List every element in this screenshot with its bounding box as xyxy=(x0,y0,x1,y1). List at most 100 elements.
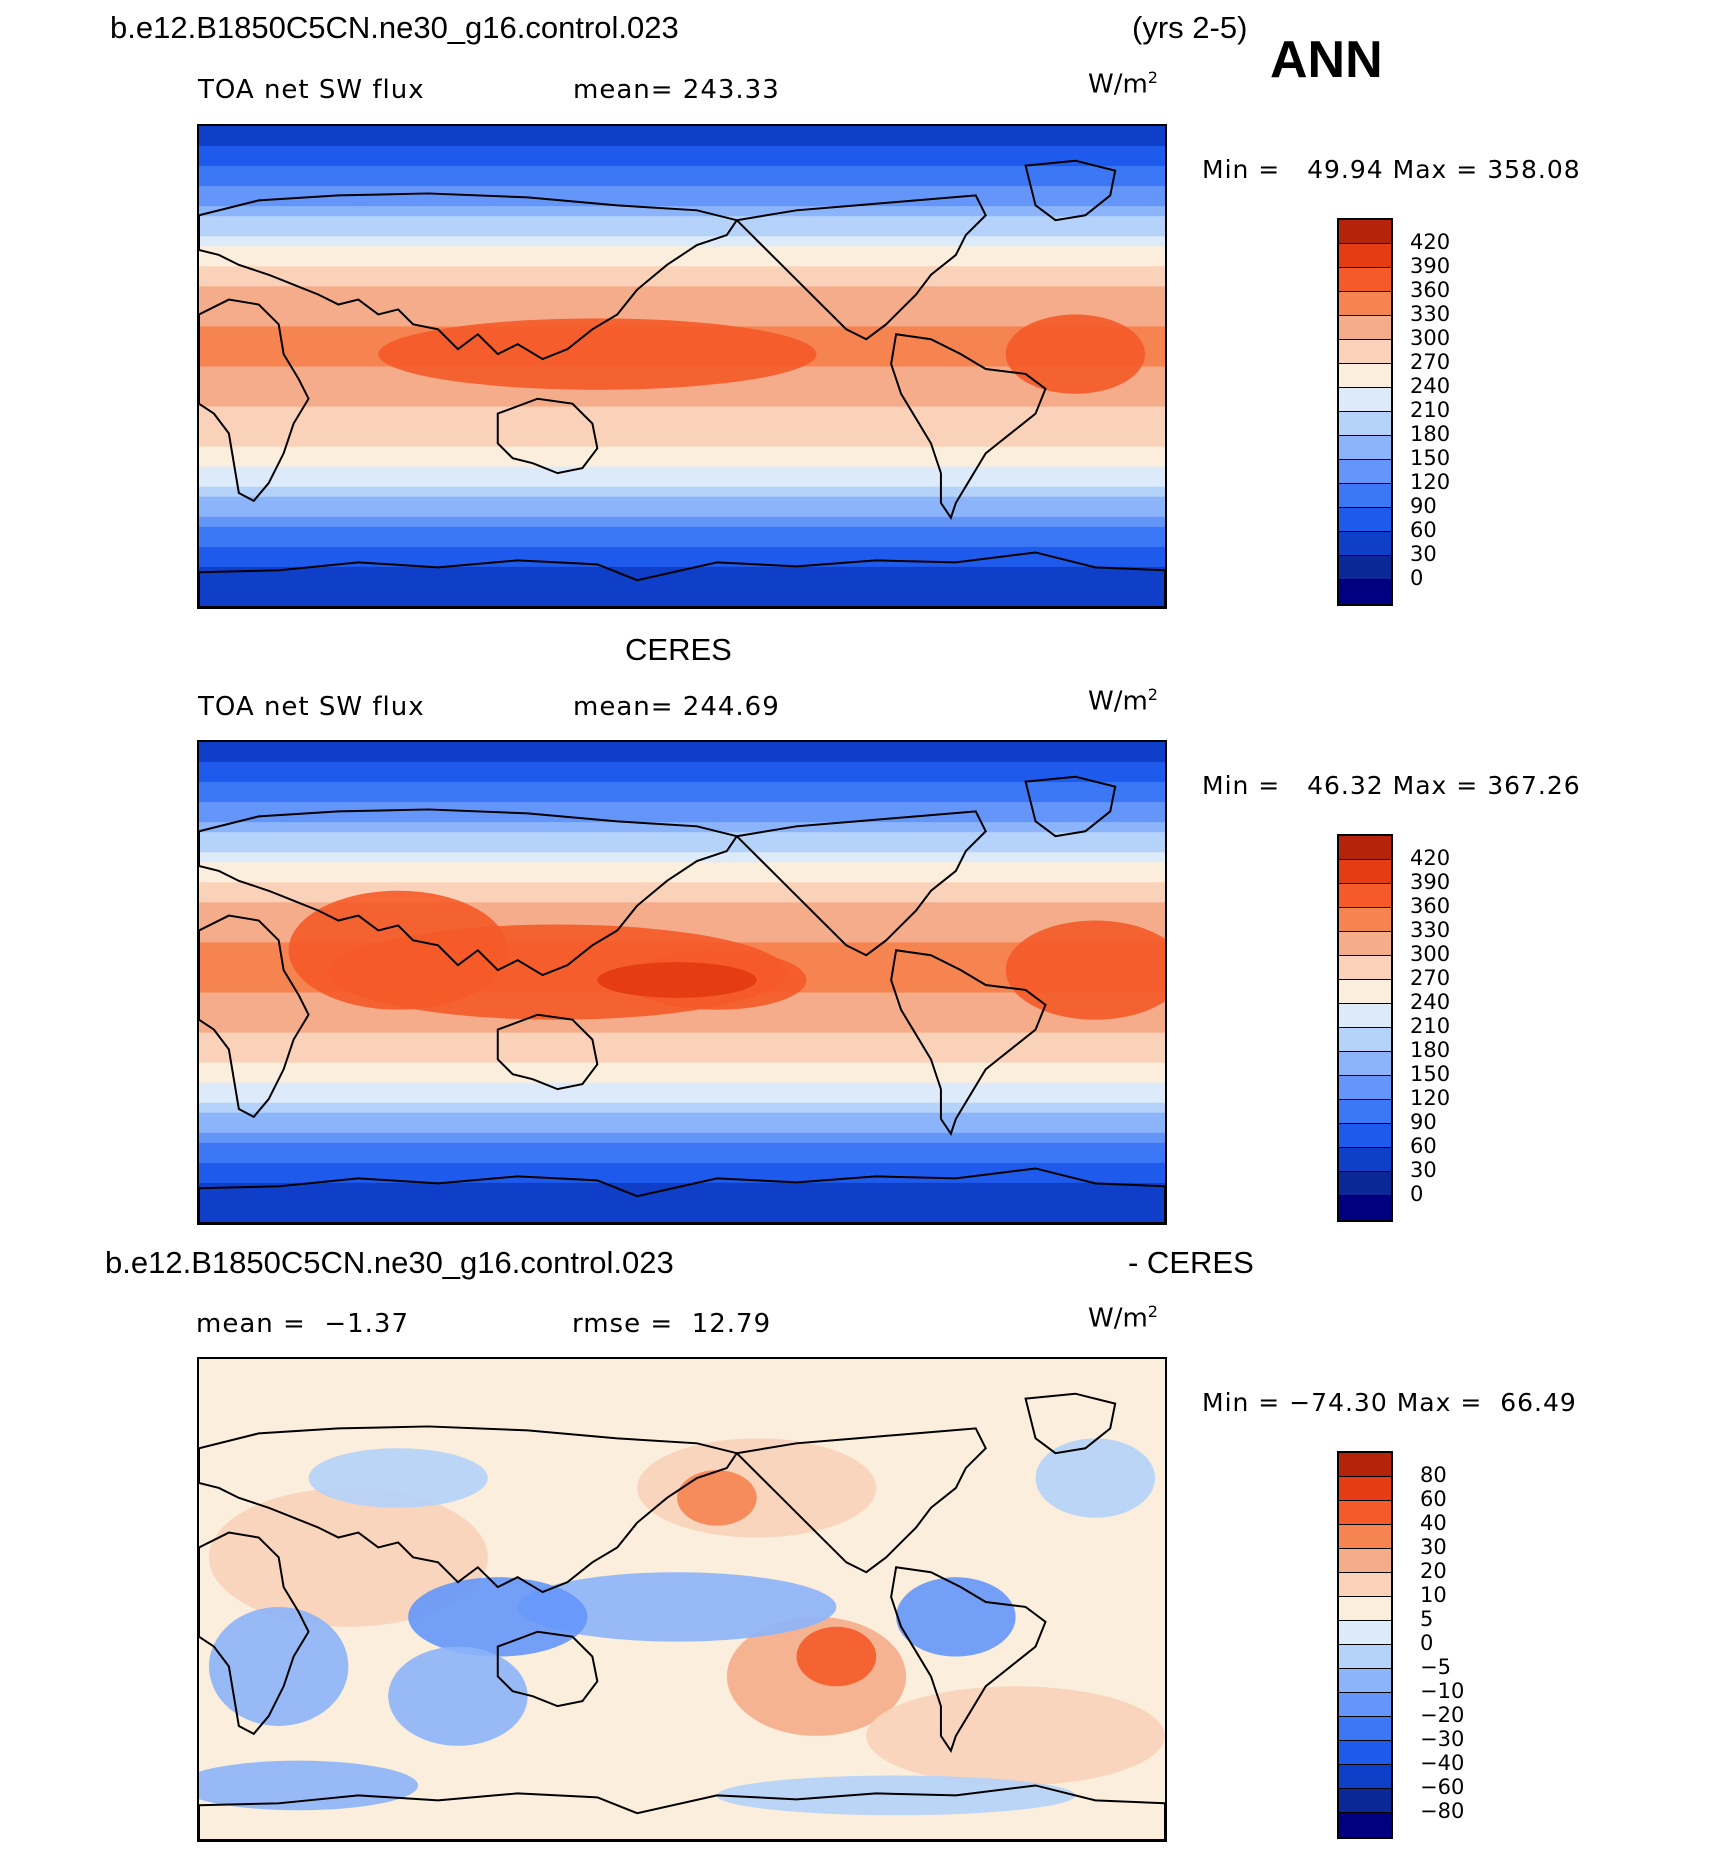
colorbar-tick-label: 0 xyxy=(1410,566,1424,590)
colorbar-tick-label: 180 xyxy=(1410,1038,1451,1062)
colorbar-segment xyxy=(1339,1196,1391,1220)
colorbar-segment xyxy=(1339,1124,1391,1148)
diff-anomaly xyxy=(208,1606,349,1726)
zonal-band xyxy=(199,196,1165,207)
diff-anomaly xyxy=(408,1577,588,1657)
diff-anomaly xyxy=(896,1577,1016,1657)
model-colorbar xyxy=(1337,218,1393,606)
colorbar-tick-label: −10 xyxy=(1420,1679,1465,1703)
colorbar-segment xyxy=(1339,556,1391,580)
colorbar-segment xyxy=(1339,1813,1391,1837)
panel1-units: W/m2 xyxy=(1088,68,1158,100)
zonal-band xyxy=(199,136,1165,147)
colorbar-segment xyxy=(1339,1453,1391,1477)
zonal-band xyxy=(199,386,1165,398)
zonal-band xyxy=(199,822,1165,833)
colorbar-tick-label: −40 xyxy=(1420,1751,1465,1775)
zonal-band xyxy=(199,842,1165,853)
colorbar-segment xyxy=(1339,1148,1391,1172)
colorbar-segment xyxy=(1339,908,1391,932)
panel2-minmax: Min = 46.32 Max = 367.26 xyxy=(1202,771,1581,800)
zonal-band xyxy=(199,1052,1165,1064)
zonal-band xyxy=(199,176,1165,187)
colorbar-segment xyxy=(1339,1573,1391,1597)
coastline xyxy=(199,551,1165,607)
zonal-band xyxy=(199,306,1165,317)
colorbar-tick-label: 330 xyxy=(1410,918,1451,942)
zonal-band xyxy=(199,416,1165,428)
diff-colorbar xyxy=(1337,1451,1393,1839)
colorbar-segment xyxy=(1339,1172,1391,1196)
colorbar-segment xyxy=(1339,1477,1391,1501)
model-map xyxy=(197,124,1167,609)
zonal-band xyxy=(199,496,1165,508)
colorbar-tick-label: 60 xyxy=(1410,518,1437,542)
coastline xyxy=(890,333,1047,520)
zonal-band xyxy=(199,396,1165,408)
colorbar-segment xyxy=(1339,292,1391,316)
zonal-band xyxy=(199,156,1165,167)
colorbar-segment xyxy=(1339,484,1391,508)
zonal-band xyxy=(199,476,1165,488)
zonal-band xyxy=(199,216,1165,227)
zonal-band xyxy=(199,1102,1165,1114)
diff-minmax: Min = −74.30 Max = 66.49 xyxy=(1202,1388,1577,1417)
diff-anomaly xyxy=(1035,1438,1156,1518)
coastline xyxy=(496,397,599,475)
diff-anomaly xyxy=(796,1626,877,1687)
zonal-band xyxy=(199,802,1165,813)
zonal-band xyxy=(199,166,1165,177)
coastline xyxy=(1024,159,1117,222)
colorbar-tick-label: 150 xyxy=(1410,1062,1451,1086)
zonal-band xyxy=(199,466,1165,478)
zonal-band xyxy=(199,1072,1165,1084)
colorbar-tick-label: 120 xyxy=(1410,1086,1451,1110)
colorbar-tick-label: 300 xyxy=(1410,326,1451,350)
zonal-band xyxy=(199,1112,1165,1124)
colorbar-segment xyxy=(1339,220,1391,244)
coastline xyxy=(199,1425,739,1594)
colorbar-tick-label: 120 xyxy=(1410,470,1451,494)
high-flux-region xyxy=(378,318,817,390)
zonal-band xyxy=(199,1022,1165,1034)
high-flux-region xyxy=(288,890,508,1010)
zonal-band xyxy=(199,506,1165,518)
diff-anomaly xyxy=(199,1760,419,1811)
colorbar-segment xyxy=(1339,580,1391,604)
coastline xyxy=(199,192,739,361)
zonal-band xyxy=(199,556,1165,568)
zonal-band xyxy=(199,1192,1165,1204)
colorbar-segment xyxy=(1339,860,1391,884)
colorbar-segment xyxy=(1339,388,1391,412)
colorbar-tick-label: 90 xyxy=(1410,1110,1437,1134)
zonal-band xyxy=(199,266,1165,277)
zonal-band xyxy=(199,1172,1165,1184)
diff-title-left: b.e12.B1850C5CN.ne30_g16.control.023 xyxy=(105,1245,674,1280)
obs-title: CERES xyxy=(625,632,732,667)
colorbar-segment xyxy=(1339,980,1391,1004)
coastline xyxy=(199,1531,310,1736)
diff-rmse: rmse = 12.79 xyxy=(572,1309,772,1339)
coastline xyxy=(199,914,310,1119)
colorbar-segment xyxy=(1339,1741,1391,1765)
zonal-band xyxy=(199,782,1165,793)
diff-anomaly xyxy=(637,1438,877,1538)
diff-anomaly xyxy=(208,1487,488,1627)
colorbar-segment xyxy=(1339,1717,1391,1741)
zonal-band xyxy=(199,1212,1165,1223)
colorbar-segment xyxy=(1339,460,1391,484)
panel1-mean: mean= 243.33 xyxy=(573,75,780,105)
zonal-band xyxy=(199,1122,1165,1134)
zonal-band xyxy=(199,742,1165,753)
coastline xyxy=(1024,775,1117,838)
coastline xyxy=(199,1167,1165,1223)
diff-anomaly xyxy=(716,1775,1076,1816)
zonal-band xyxy=(199,546,1165,558)
colorbar-tick-label: 20 xyxy=(1420,1559,1447,1583)
colorbar-segment xyxy=(1339,268,1391,292)
colorbar-segment xyxy=(1339,436,1391,460)
zonal-band xyxy=(199,436,1165,448)
zonal-band xyxy=(199,772,1165,783)
zonal-band xyxy=(199,186,1165,197)
colorbar-segment xyxy=(1339,1501,1391,1525)
